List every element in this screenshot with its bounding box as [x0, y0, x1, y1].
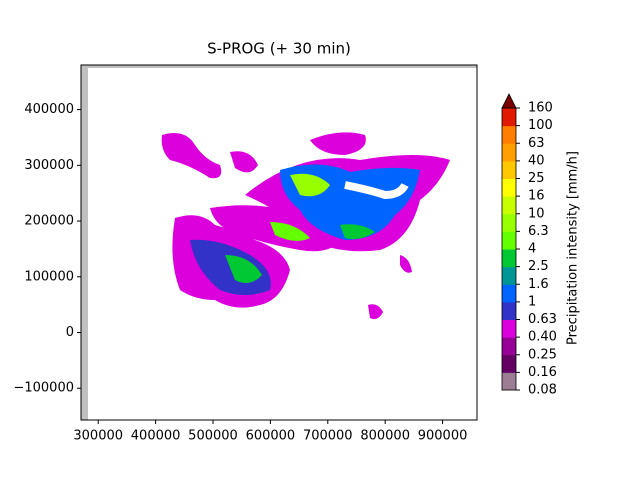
colorbar-tick-label: 0.16 [528, 365, 557, 380]
colorbar-segment [502, 213, 516, 232]
x-tick-label: 700000 [303, 429, 353, 444]
rain-area [310, 132, 366, 155]
colorbar-tick-label: 0.08 [528, 383, 557, 398]
precipitation-field [81, 65, 477, 420]
rain-area [270, 222, 310, 241]
rain-area [225, 255, 262, 284]
colorbar-segment [502, 319, 516, 338]
y-tick-label: 100000 [24, 269, 74, 284]
y-tick-label: 400000 [24, 102, 74, 117]
colorbar-segment [502, 125, 516, 144]
colorbar-tick-label: 63 [528, 136, 545, 151]
colorbar-tick-label: 1.6 [528, 277, 549, 292]
colorbar-segment [502, 108, 516, 127]
x-tick-label: 500000 [188, 429, 238, 444]
colorbar-segment [502, 266, 516, 285]
x-tick-label: 600000 [246, 429, 296, 444]
no-data-strip [88, 65, 477, 68]
colorbar-tick-label: 0.63 [528, 312, 557, 327]
colorbar-segment [502, 231, 516, 250]
colorbar-tick-label: 0.25 [528, 347, 557, 362]
colorbar-tick-label: 0.40 [528, 330, 557, 345]
colorbar-extend [501, 93, 517, 109]
colorbar-tick-label: 6.3 [528, 224, 549, 239]
plot-frame [80, 64, 478, 421]
colorbar-tick-label: 4 [528, 242, 536, 257]
colorbar-tick-label: 2.5 [528, 259, 549, 274]
colorbar-segment [502, 143, 516, 162]
colorbar-segment [502, 196, 516, 215]
colorbar-tick-label: 40 [528, 153, 545, 168]
colorbar-tick-label: 1 [528, 294, 536, 309]
rain-area [290, 173, 330, 197]
y-tick-label: 200000 [24, 214, 74, 229]
colorbar-tick-label: 16 [528, 189, 545, 204]
colorbar-segment [502, 372, 516, 391]
colorbar-label: Precipitation intensity [mm/h] [566, 151, 581, 345]
rain-area [400, 255, 412, 273]
rain-area [161, 132, 222, 179]
chart-title: S-PROG (+ 30 min) [207, 40, 351, 58]
colorbar-tick-label: 100 [528, 118, 553, 133]
x-tick-label: 400000 [131, 429, 181, 444]
x-tick-label: 800000 [360, 429, 410, 444]
no-data-strip [81, 65, 88, 420]
y-tick-label: 300000 [24, 158, 74, 173]
x-tick-label: 900000 [418, 429, 468, 444]
rain-area [368, 304, 383, 320]
colorbar-segment [502, 337, 516, 356]
colorbar-tick-label: 25 [528, 171, 545, 186]
rain-area [340, 224, 375, 240]
x-tick-label: 300000 [73, 429, 123, 444]
colorbar-segment [502, 160, 516, 179]
colorbar-segment [502, 301, 516, 320]
y-tick-label: 0 [66, 325, 74, 340]
colorbar-segment [502, 354, 516, 373]
rain-area [230, 151, 258, 173]
colorbar-segment [502, 284, 516, 303]
colorbar-tick-label: 10 [528, 206, 545, 221]
colorbar-tick-label: 160 [528, 101, 553, 116]
colorbar-segment [502, 178, 516, 197]
rain-gap [344, 181, 409, 200]
y-tick-label: −100000 [13, 381, 74, 396]
colorbar-segment [502, 249, 516, 268]
